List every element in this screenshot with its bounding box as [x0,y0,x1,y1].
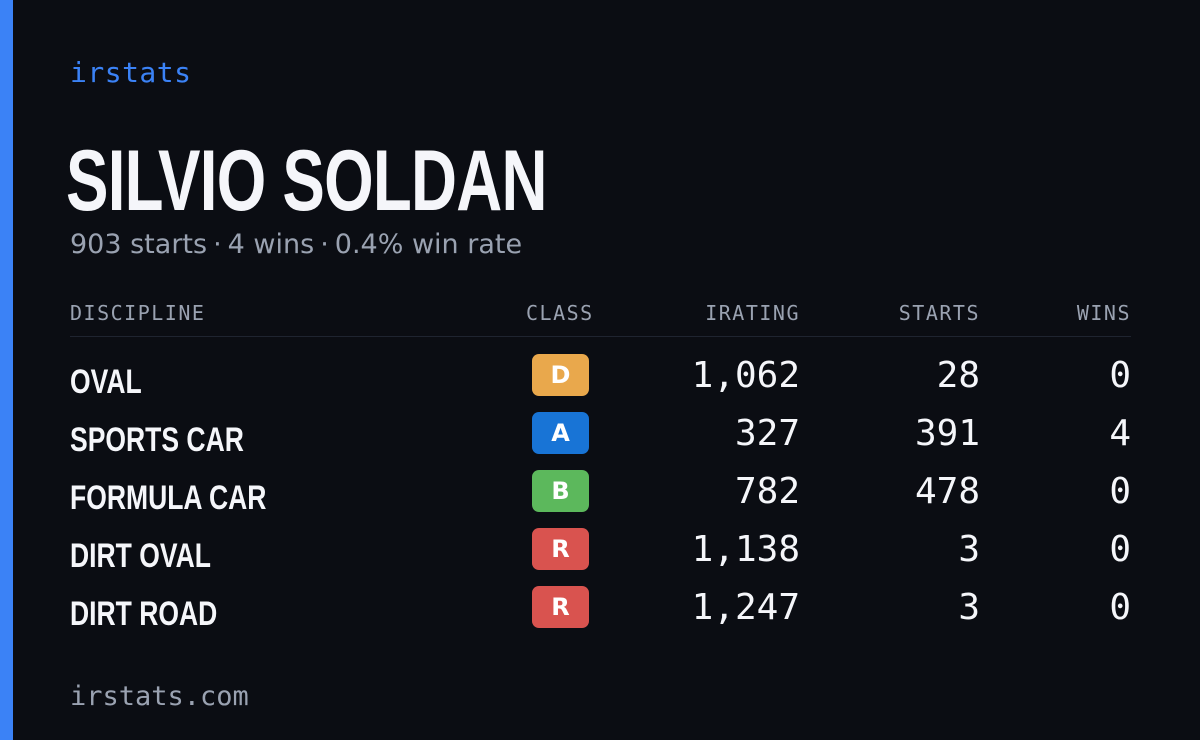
license-class-badge: R [532,586,589,628]
driver-name: SILVIO SOLDAN [66,133,547,229]
table-row: FORMULA CAR B 782 478 0 [70,468,1131,526]
license-class-badge: B [532,470,589,512]
irating-value: 782 [734,471,800,512]
starts-value: 391 [914,413,980,454]
starts-value: 3 [958,587,980,628]
irating-value: 1,247 [691,587,800,628]
wins-value: 0 [1109,587,1131,628]
column-header-wins: WINS [1076,301,1131,325]
driver-summary: 903 starts · 4 wins · 0.4% win rate [70,228,522,262]
discipline-name: SPORTS CAR [70,421,244,459]
table-row: OVAL D 1,062 28 0 [70,352,1131,410]
wins-value: 4 [1109,413,1131,454]
wins-value: 0 [1109,529,1131,570]
starts-value: 28 [936,355,980,396]
summary-separator: · [213,229,222,260]
starts-value: 3 [958,529,980,570]
table-body: OVAL D 1,062 28 0 SPORTS CAR A 327 391 4… [70,352,1131,642]
irating-value: 327 [734,413,800,454]
column-header-class: CLASS [526,301,594,325]
table-row: DIRT ROAD R 1,247 3 0 [70,584,1131,642]
irating-value: 1,062 [691,355,800,396]
discipline-name: DIRT ROAD [70,595,218,633]
column-header-starts: STARTS [898,301,980,325]
license-class-badge: R [532,528,589,570]
column-header-discipline: DISCIPLINE [70,301,206,325]
wins-value: 0 [1109,355,1131,396]
table-row: SPORTS CAR A 327 391 4 [70,410,1131,468]
wins-value: 0 [1109,471,1131,512]
discipline-name: OVAL [70,363,142,401]
discipline-table: DISCIPLINE CLASS IRATING STARTS WINS OVA… [70,296,1131,633]
table-header: DISCIPLINE CLASS IRATING STARTS WINS [70,296,1131,337]
table-row: DIRT OVAL R 1,138 3 0 [70,526,1131,584]
summary-starts: 903 starts [70,229,208,260]
brand-logo[interactable]: irstats [70,56,192,89]
irating-value: 1,138 [691,529,800,570]
license-class-badge: D [532,354,589,396]
discipline-name: DIRT OVAL [70,537,211,575]
summary-separator: · [320,229,329,260]
footer-url-link[interactable]: irstats.com [70,681,249,712]
column-header-irating: IRATING [705,301,800,325]
discipline-name: FORMULA CAR [70,479,267,517]
summary-win-rate: 0.4% win rate [334,229,523,260]
accent-bar [0,0,13,740]
summary-wins: 4 wins [227,229,315,260]
license-class-badge: A [532,412,589,454]
starts-value: 478 [914,471,980,512]
